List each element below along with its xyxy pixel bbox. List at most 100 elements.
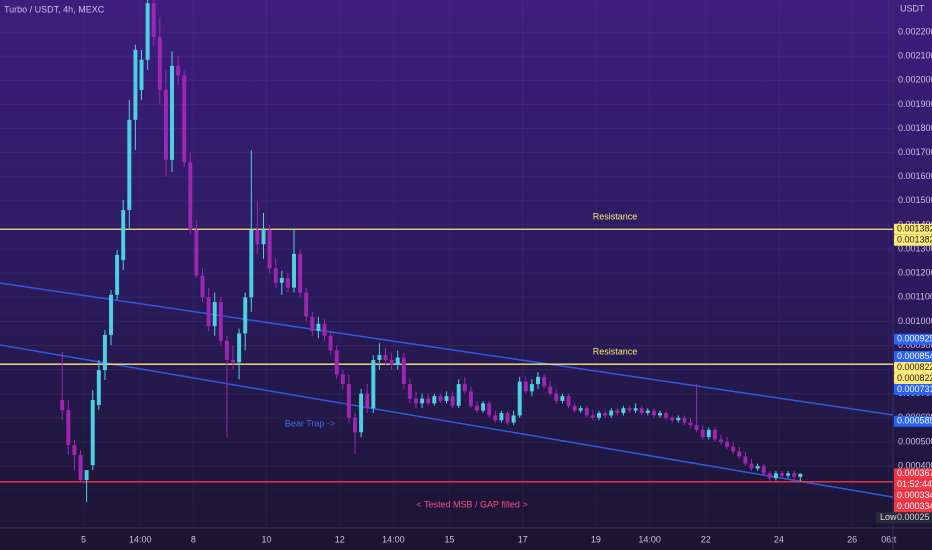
y-tick-label: 0.0018000 — [898, 123, 932, 133]
candle-body — [359, 393, 364, 433]
candle-body — [456, 384, 461, 406]
candle-body — [590, 415, 595, 418]
price-badge-label: 0.0008541 — [897, 351, 932, 361]
price-badge-label: 0.0003345 — [897, 501, 932, 511]
candle-body — [115, 254, 120, 295]
candle-body — [731, 446, 736, 452]
candle-body — [346, 384, 351, 418]
candle-body — [371, 359, 376, 409]
candle-body — [511, 415, 516, 423]
candle-body — [481, 403, 486, 411]
annotation: Resistance — [593, 211, 638, 221]
candle-body — [273, 268, 278, 283]
candle-body — [639, 408, 644, 413]
candle-body — [462, 384, 467, 392]
price-badge-label: 0.0003345 — [897, 490, 932, 500]
y-tick-label: 0.0012000 — [898, 268, 932, 278]
candle-body — [615, 410, 620, 413]
candle-body — [328, 335, 333, 351]
price-badge-label: 0.0009259 — [897, 334, 932, 344]
price-badge — [894, 384, 932, 396]
price-badge — [894, 223, 932, 235]
x-tick-label: 10 — [262, 534, 272, 544]
candle-body — [438, 396, 443, 401]
candle-body — [66, 410, 71, 446]
candle-body — [310, 316, 315, 332]
y-tick-label: 0.0004000 — [898, 460, 932, 470]
candle-body — [554, 393, 559, 401]
candle-body — [292, 253, 296, 288]
x-tick-label: 14:00 — [382, 534, 405, 544]
candle-body — [725, 441, 730, 447]
price-badge-label: 0.000731 — [897, 384, 932, 394]
candle-body — [548, 386, 553, 394]
candle-body — [627, 408, 632, 411]
candle-body — [194, 229, 199, 276]
y-tick-label: 0.0022000 — [898, 26, 932, 36]
candle-body — [151, 3, 156, 37]
candle-body — [279, 277, 284, 283]
candle-body — [780, 473, 784, 476]
x-tick-label: 5 — [81, 534, 86, 544]
candle-body — [334, 350, 339, 375]
annotation: Resistance — [593, 346, 638, 356]
candle-body — [298, 253, 303, 293]
candle-body — [645, 410, 650, 413]
candle-body — [749, 463, 754, 469]
y-tick-label: 0.0009000 — [898, 340, 932, 350]
candle-body — [676, 417, 681, 421]
candle-body — [560, 396, 565, 401]
x-tick-label: 19 — [591, 534, 601, 544]
candle-body — [517, 381, 522, 416]
candle-body — [163, 89, 168, 160]
countdown-badge — [894, 479, 932, 491]
candle-body — [353, 417, 357, 433]
candle-body — [743, 456, 748, 464]
candle-body — [78, 454, 83, 481]
candle-body — [529, 384, 534, 392]
candle-body — [414, 398, 418, 404]
candle-body — [170, 65, 174, 160]
candle-body — [182, 75, 187, 163]
candle-body — [621, 408, 626, 413]
candle-body — [340, 374, 345, 385]
annotation: Bear Trap -> — [285, 418, 335, 428]
price-badge-label: 0.0005856 — [897, 416, 932, 426]
candle-body — [60, 399, 65, 411]
y-tick-label: 0.0013000 — [898, 243, 932, 253]
candle-body — [322, 323, 327, 336]
candle-body — [133, 49, 138, 120]
candle-body — [377, 355, 382, 360]
candle-body — [798, 473, 803, 477]
candle-body — [597, 412, 601, 418]
candle-body — [523, 381, 528, 392]
low-label: Low — [880, 512, 897, 522]
candle-body — [218, 302, 223, 341]
candle-body — [157, 36, 162, 90]
y-axis-label: USDT — [900, 3, 925, 13]
candle-body — [401, 357, 406, 385]
x-tick-label: 26 — [847, 534, 857, 544]
price-badge — [894, 373, 932, 385]
candle-body — [767, 473, 772, 479]
candle-body — [420, 398, 425, 404]
candle-body — [682, 417, 687, 423]
candle-body — [261, 229, 266, 245]
y-tick-label: 0.0010000 — [898, 316, 932, 326]
candle-body — [664, 412, 669, 418]
price-badge-label: 0.0013822 — [897, 235, 932, 245]
y-tick-label: 0.0005000 — [898, 436, 932, 446]
price-badge — [894, 234, 932, 246]
candle-body — [212, 302, 217, 327]
candle-body — [566, 396, 571, 406]
price-badge-label: 0.0008224 — [897, 362, 932, 372]
y-tick-label: 0.0019000 — [898, 99, 932, 109]
price-badge — [894, 490, 932, 502]
candle-body — [304, 292, 309, 317]
low-badge — [876, 512, 932, 524]
candle-body — [493, 415, 498, 421]
candle-body — [206, 297, 211, 327]
y-tick-label: 0.0021000 — [898, 51, 932, 61]
candle-body — [90, 399, 95, 466]
